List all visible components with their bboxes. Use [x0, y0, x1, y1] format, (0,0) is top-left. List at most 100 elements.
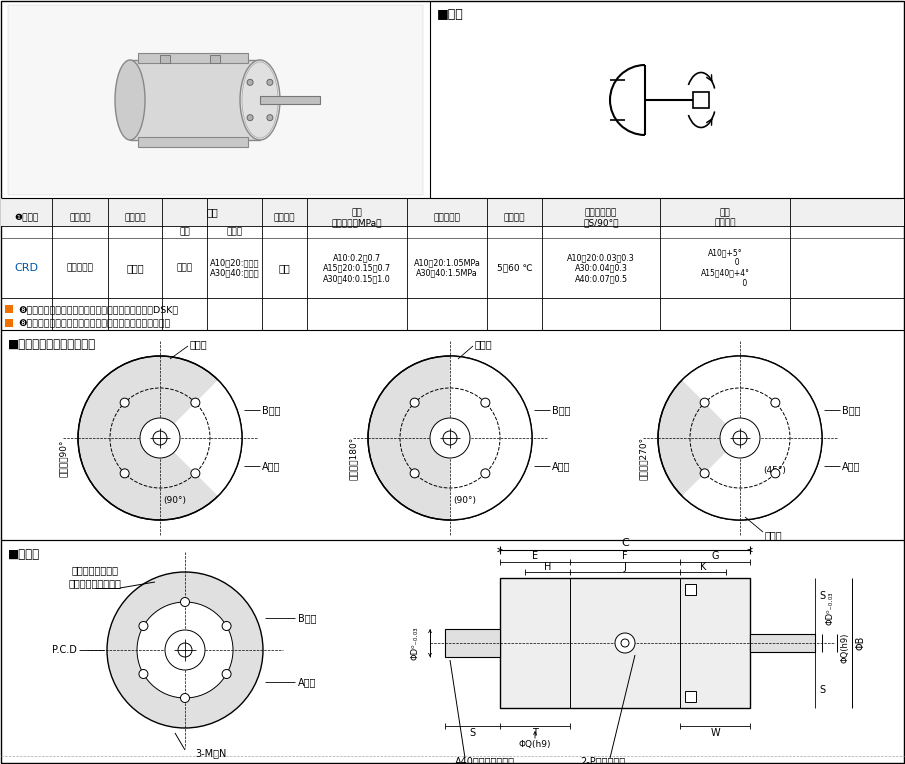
Circle shape: [153, 431, 167, 445]
Text: A通口: A通口: [552, 461, 570, 471]
Circle shape: [700, 398, 710, 407]
Wedge shape: [682, 356, 822, 520]
Bar: [685, 584, 696, 595]
Circle shape: [771, 398, 780, 407]
Text: A10～20:1.05MPa
A30～40:1.5MPa: A10～20:1.05MPa A30～40:1.5MPa: [414, 258, 481, 277]
Bar: [693, 92, 709, 108]
Bar: [8, 5, 423, 195]
Circle shape: [107, 572, 263, 728]
Text: 工作介质: 工作介质: [273, 213, 295, 222]
Text: B通口: B通口: [298, 613, 317, 623]
Text: 复动型: 复动型: [126, 263, 144, 273]
Text: CRD: CRD: [14, 263, 39, 273]
Text: A通口: A通口: [262, 461, 281, 471]
Text: A10:0.2～0.7
A15～20:0.15～0.7
A30～40:0.15～1.0: A10:0.2～0.7 A15～20:0.15～0.7 A30～40:0.15～…: [323, 253, 391, 283]
Text: 铝合金: 铝合金: [176, 264, 193, 273]
Text: S: S: [819, 591, 825, 601]
Text: ❽磁性开关需另行选购，建议选配的磁性开关型号为DSK。: ❽磁性开关需另行选购，建议选配的磁性开关型号为DSK。: [18, 306, 178, 315]
Text: G: G: [711, 551, 719, 561]
Circle shape: [178, 643, 192, 657]
Text: 摆动范围180°: 摆动范围180°: [348, 436, 357, 480]
Text: ΦQ(h9): ΦQ(h9): [841, 633, 850, 663]
Text: S: S: [819, 685, 825, 695]
Bar: [260, 96, 320, 104]
Text: A通口: A通口: [842, 461, 861, 471]
Text: (90°): (90°): [453, 496, 477, 504]
Text: 使用
压力范围（MPa）: 使用 压力范围（MPa）: [332, 209, 382, 228]
Ellipse shape: [240, 60, 280, 140]
Circle shape: [139, 669, 148, 678]
Wedge shape: [160, 380, 242, 496]
Text: A40时，此处为键槽: A40时，此处为键槽: [455, 756, 515, 764]
Text: 3-M深N: 3-M深N: [195, 748, 226, 758]
Text: 8: 8: [6, 321, 12, 327]
Circle shape: [443, 431, 457, 445]
Text: 8: 8: [6, 307, 12, 313]
Circle shape: [368, 356, 532, 520]
Circle shape: [720, 418, 760, 458]
Text: 动作方式: 动作方式: [124, 213, 146, 222]
Text: W: W: [710, 728, 719, 738]
Circle shape: [120, 398, 129, 407]
Text: 工作温度: 工作温度: [504, 213, 525, 222]
Circle shape: [267, 79, 273, 86]
Text: 铣平部: 铣平部: [765, 530, 783, 540]
Text: ■气缸摆动范围（长轴侧）: ■气缸摆动范围（长轴侧）: [8, 338, 96, 351]
Circle shape: [180, 597, 189, 607]
Text: 缸体: 缸体: [179, 228, 190, 237]
Circle shape: [222, 669, 231, 678]
Bar: [750, 634, 815, 652]
Text: ❽转速超过上限的速度限制，会产生爬行现象或不能动作。: ❽转速超过上限的速度限制，会产生爬行现象或不能动作。: [18, 319, 170, 329]
Circle shape: [615, 633, 635, 653]
Circle shape: [481, 398, 490, 407]
Circle shape: [140, 418, 180, 458]
Circle shape: [120, 469, 129, 478]
Circle shape: [658, 356, 822, 520]
Bar: [500, 578, 750, 708]
Text: 转速可调范围
（S/90°）: 转速可调范围 （S/90°）: [583, 209, 619, 228]
Text: A10：+5°
          0
A15～40：+4°
                 0: A10：+5° 0 A15～40：+4° 0: [700, 248, 749, 288]
Text: A10～20:不锈钢
A30～40:铬钼钢: A10～20:不锈钢 A30～40:铬钼钢: [210, 258, 260, 277]
Circle shape: [139, 621, 148, 630]
Text: 5～60 ℃: 5～60 ℃: [497, 264, 532, 273]
Text: A通口: A通口: [298, 677, 317, 687]
Text: 铣平部: 铣平部: [475, 339, 492, 349]
Text: 2-P（通气孔）: 2-P（通气孔）: [580, 756, 625, 764]
Text: K: K: [700, 562, 706, 572]
Circle shape: [78, 356, 242, 520]
Text: S: S: [470, 728, 475, 738]
Circle shape: [137, 602, 233, 698]
Circle shape: [410, 398, 419, 407]
Text: 可拆卸磁环: 可拆卸磁环: [67, 264, 93, 273]
Circle shape: [771, 469, 780, 478]
Text: 摆动范围90°: 摆动范围90°: [59, 439, 68, 477]
Text: (45°): (45°): [764, 465, 786, 474]
Circle shape: [430, 418, 470, 458]
Circle shape: [180, 694, 189, 703]
Text: ■尺寸图: ■尺寸图: [8, 548, 40, 561]
Text: B通口: B通口: [552, 405, 570, 415]
Wedge shape: [450, 356, 532, 520]
Circle shape: [267, 115, 273, 121]
Bar: [138, 137, 248, 147]
Bar: [5, 319, 13, 327]
Circle shape: [481, 469, 490, 478]
Text: 摆动范围270°: 摆动范围270°: [639, 436, 647, 480]
Bar: [138, 53, 248, 63]
Text: F: F: [623, 551, 628, 561]
Bar: [445, 629, 500, 657]
Bar: [210, 55, 220, 63]
Text: A10～20:0.03～0.3
A30:0.04～0.3
A40:0.07～0.5: A10～20:0.03～0.3 A30:0.04～0.3 A40:0.07～0.…: [567, 253, 635, 283]
Text: J: J: [624, 562, 626, 572]
Circle shape: [410, 469, 419, 478]
Bar: [1, 198, 904, 226]
Text: 行程
公差范围: 行程 公差范围: [714, 209, 736, 228]
Text: (90°): (90°): [164, 496, 186, 504]
Bar: [160, 55, 170, 63]
Text: 有无磁环: 有无磁环: [70, 213, 90, 222]
Circle shape: [247, 115, 253, 121]
Circle shape: [247, 79, 253, 86]
Text: ΦQ(h9): ΦQ(h9): [519, 740, 551, 749]
Circle shape: [222, 621, 231, 630]
Text: B通口: B通口: [262, 405, 281, 415]
